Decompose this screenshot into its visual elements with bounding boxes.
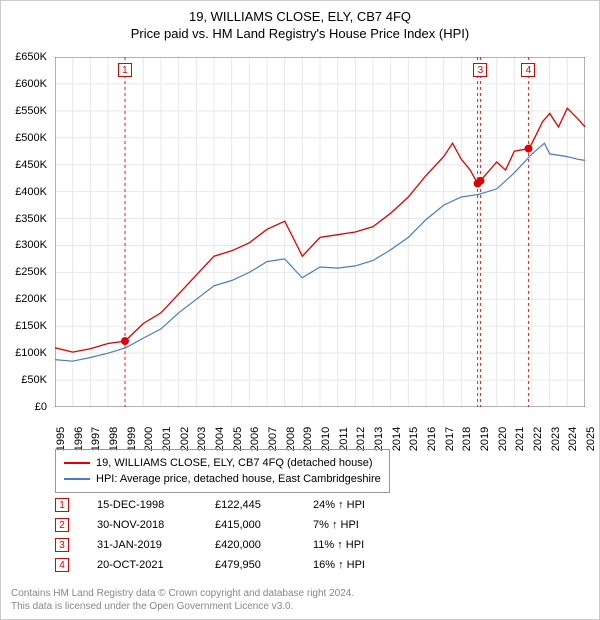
sale-row-marker: 3	[55, 538, 69, 552]
sales-table: 1 15-DEC-1998 £122,445 24% ↑ HPI 2 30-NOV-201…	[55, 495, 403, 575]
x-tick-label: 1998	[108, 427, 120, 451]
legend-swatch	[64, 478, 90, 480]
sale-row-marker: 2	[55, 518, 69, 532]
sale-delta: 24% ↑ HPI	[313, 499, 403, 511]
y-tick-label: £100K	[15, 347, 47, 359]
plot-area: 1 3 4	[55, 57, 585, 407]
x-tick-label: 2021	[514, 427, 526, 451]
footer-line-1: Contains HM Land Registry data © Crown c…	[11, 587, 354, 600]
legend-item: 19, WILLIAMS CLOSE, ELY, CB7 4FQ (detach…	[64, 455, 381, 471]
sale-marker-box: 1	[118, 63, 132, 77]
y-axis: £0£50K£100K£150K£200K£250K£300K£350K£400…	[1, 57, 51, 407]
sale-marker-box: 4	[521, 63, 535, 77]
y-tick-label: £0	[35, 401, 47, 413]
x-tick-label: 2012	[355, 427, 367, 451]
y-tick-label: £400K	[15, 186, 47, 198]
x-tick-label: 2011	[338, 427, 350, 451]
x-tick-label: 2004	[214, 427, 226, 451]
chart-subtitle: Price paid vs. HM Land Registry's House …	[1, 26, 599, 41]
x-tick-label: 2014	[391, 427, 403, 451]
x-tick-label: 2006	[249, 427, 261, 451]
y-tick-label: £650K	[15, 51, 47, 63]
x-tick-label: 2016	[426, 427, 438, 451]
x-tick-label: 2020	[497, 427, 509, 451]
x-tick-label: 2010	[320, 427, 332, 451]
x-tick-label: 2025	[585, 427, 597, 451]
sale-delta: 7% ↑ HPI	[313, 519, 403, 531]
x-tick-label: 2023	[550, 427, 562, 451]
chart-container: 19, WILLIAMS CLOSE, ELY, CB7 4FQ Price p…	[0, 0, 600, 620]
legend-item: HPI: Average price, detached house, East…	[64, 471, 381, 487]
sale-marker-box: 3	[473, 63, 487, 77]
chart-svg	[55, 57, 585, 407]
sale-date: 30-NOV-2018	[97, 519, 187, 531]
y-tick-label: £150K	[15, 320, 47, 332]
y-tick-label: £50K	[21, 374, 47, 386]
legend: 19, WILLIAMS CLOSE, ELY, CB7 4FQ (detach…	[55, 449, 390, 493]
x-tick-label: 2019	[479, 427, 491, 451]
sale-price: £415,000	[215, 519, 285, 531]
x-tick-label: 2000	[143, 427, 155, 451]
y-tick-label: £250K	[15, 266, 47, 278]
x-tick-label: 2015	[408, 427, 420, 451]
x-tick-label: 1995	[55, 427, 67, 451]
sale-row: 2 30-NOV-2018 £415,000 7% ↑ HPI	[55, 515, 403, 535]
sale-delta: 16% ↑ HPI	[313, 559, 403, 571]
x-tick-label: 1996	[73, 427, 85, 451]
x-tick-label: 2017	[444, 427, 456, 451]
x-tick-label: 2022	[532, 427, 544, 451]
y-tick-label: £450K	[15, 159, 47, 171]
x-tick-label: 2013	[373, 427, 385, 451]
y-tick-label: £550K	[15, 105, 47, 117]
sale-date: 20-OCT-2021	[97, 559, 187, 571]
sale-price: £420,000	[215, 539, 285, 551]
chart-title: 19, WILLIAMS CLOSE, ELY, CB7 4FQ	[1, 9, 599, 24]
x-tick-label: 2007	[267, 427, 279, 451]
sale-row: 4 20-OCT-2021 £479,950 16% ↑ HPI	[55, 555, 403, 575]
sale-date: 31-JAN-2019	[97, 539, 187, 551]
footer: Contains HM Land Registry data © Crown c…	[11, 587, 354, 613]
x-tick-label: 2008	[285, 427, 297, 451]
sale-row: 3 31-JAN-2019 £420,000 11% ↑ HPI	[55, 535, 403, 555]
sale-row-marker: 4	[55, 558, 69, 572]
legend-label: HPI: Average price, detached house, East…	[96, 473, 381, 485]
y-tick-label: £600K	[15, 78, 47, 90]
y-tick-label: £300K	[15, 239, 47, 251]
x-tick-label: 2018	[461, 427, 473, 451]
y-tick-label: £350K	[15, 213, 47, 225]
title-block: 19, WILLIAMS CLOSE, ELY, CB7 4FQ Price p…	[1, 1, 599, 41]
x-tick-label: 2009	[302, 427, 314, 451]
x-tick-label: 2003	[196, 427, 208, 451]
legend-swatch	[64, 462, 90, 464]
legend-label: 19, WILLIAMS CLOSE, ELY, CB7 4FQ (detach…	[96, 457, 373, 469]
x-tick-label: 2001	[161, 427, 173, 451]
x-axis: 1995199619971998199920002001200220032004…	[55, 411, 585, 443]
y-tick-label: £200K	[15, 293, 47, 305]
x-tick-label: 1997	[90, 427, 102, 451]
sale-price: £122,445	[215, 499, 285, 511]
x-tick-label: 1999	[126, 427, 138, 451]
y-tick-label: £500K	[15, 132, 47, 144]
sale-delta: 11% ↑ HPI	[313, 539, 403, 551]
x-tick-label: 2024	[567, 427, 579, 451]
x-tick-label: 2005	[232, 427, 244, 451]
sale-date: 15-DEC-1998	[97, 499, 187, 511]
x-tick-label: 2002	[179, 427, 191, 451]
sale-price: £479,950	[215, 559, 285, 571]
sale-row: 1 15-DEC-1998 £122,445 24% ↑ HPI	[55, 495, 403, 515]
sale-row-marker: 1	[55, 498, 69, 512]
footer-line-2: This data is licensed under the Open Gov…	[11, 600, 354, 613]
